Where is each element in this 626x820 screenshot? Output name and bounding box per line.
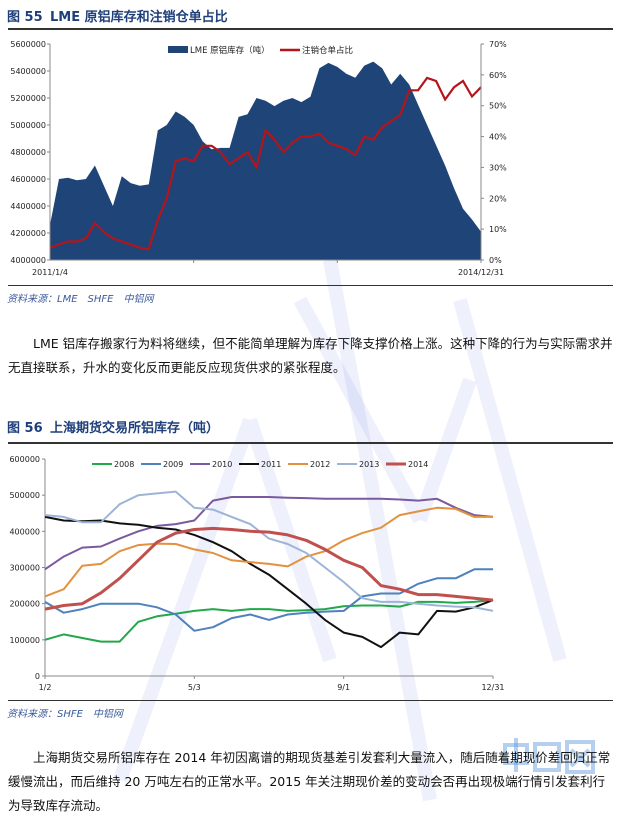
figure-56-source: 资料来源：SHFE 中铝网 [7, 709, 123, 720]
left-axis-tick-label: 4000000 [10, 256, 46, 265]
x-axis-end-label: 2014/12/31 [458, 268, 504, 277]
inventory-area [50, 61, 481, 260]
y-axis-tick-label: 500000 [9, 491, 40, 500]
figure-55-bottom-rule [8, 285, 613, 286]
paragraph-1: LME 铝库存搬家行为料将继续，但不能简单理解为库存下降支撑价格上涨。这种下降的… [8, 336, 613, 375]
legend-label-2013: 2013 [359, 460, 379, 469]
legend-label-2009: 2009 [163, 460, 183, 469]
legend-label-2008: 2008 [114, 460, 134, 469]
legend-label-2014: 2014 [408, 460, 428, 469]
x-axis-tick-label: 1/2 [39, 683, 52, 692]
right-axis-tick-label: 50% [489, 102, 507, 111]
left-axis-tick-label: 4600000 [10, 175, 46, 184]
left-axis-tick-label: 4200000 [10, 229, 46, 238]
series-line-2009 [44, 568, 493, 632]
y-axis-tick-label: 600000 [9, 455, 40, 464]
left-axis-tick-label: 5400000 [10, 67, 46, 76]
paragraph-2: 上海期货交易所铝库存在 2014 年初因离谱的期现货基差引发套利大量流入，随后随… [8, 750, 611, 813]
figure-56-bottom-rule [8, 700, 613, 701]
right-axis-tick-label: 60% [489, 71, 507, 80]
left-axis-tick-label: 5000000 [10, 121, 46, 130]
x-axis-tick-label: 9/1 [337, 683, 350, 692]
right-axis-tick-label: 20% [489, 194, 507, 203]
right-axis-tick-label: 0% [489, 256, 502, 265]
chart-shfe-inventory: 0 100000 200000 300000 400000 500000 600000 1/2… [9, 455, 504, 692]
chart-lme-inventory: 4000000 4200000 4400000 4600000 4800000 50000… [10, 40, 507, 277]
cancelled-warrant-ratio-line [49, 76, 482, 251]
y-axis-tick-label: 200000 [9, 600, 40, 609]
legend-inventory-swatch [168, 46, 188, 53]
figure-55-source: 资料来源：LME SHFE 中铝网 [7, 294, 154, 305]
y-axis-tick-label: 0 [35, 672, 40, 681]
left-axis-tick-label: 5600000 [10, 40, 46, 49]
right-axis-tick-label: 70% [489, 40, 507, 49]
y-axis-tick-label: 400000 [9, 527, 40, 536]
figure-56-title: 上海期货交易所铝库存（吨） [50, 421, 220, 436]
figure-56-top-rule [8, 442, 613, 444]
left-axis-tick-label: 4400000 [10, 202, 46, 211]
legend-ratio-label: 注销仓单占比 [302, 45, 353, 56]
legend-label-2012: 2012 [310, 460, 330, 469]
figure-55-top-rule [8, 28, 613, 30]
series-line-2011 [44, 515, 494, 649]
right-axis-tick-label: 30% [489, 163, 507, 172]
legend-label-2010: 2010 [212, 460, 232, 469]
legend-label-2011: 2011 [261, 460, 281, 469]
series-line-2013 [44, 490, 494, 612]
figure-55-number: 图 55 [7, 10, 43, 25]
x-axis-tick-label: 12/31 [481, 683, 504, 692]
left-axis-tick-label: 5200000 [10, 94, 46, 103]
right-axis-tick-label: 10% [489, 225, 507, 234]
y-axis-tick-label: 100000 [9, 636, 40, 645]
y-axis-tick-label: 300000 [9, 564, 40, 573]
x-axis-start-label: 2011/1/4 [32, 268, 68, 277]
series-line-2012 [44, 506, 493, 598]
series-line-2008 [44, 599, 494, 643]
series-line-2014 [44, 526, 494, 611]
figure-56-number: 图 56 [7, 421, 43, 436]
figure-55-title: LME 原铝库存和注销仓单占比 [50, 10, 228, 25]
legend-inventory-label: LME 原铝库存（吨） [190, 45, 270, 56]
series-line-2010 [44, 496, 494, 571]
left-axis-tick-label: 4800000 [10, 148, 46, 157]
right-axis-tick-label: 40% [489, 133, 507, 142]
x-axis-tick-label: 5/3 [188, 683, 201, 692]
